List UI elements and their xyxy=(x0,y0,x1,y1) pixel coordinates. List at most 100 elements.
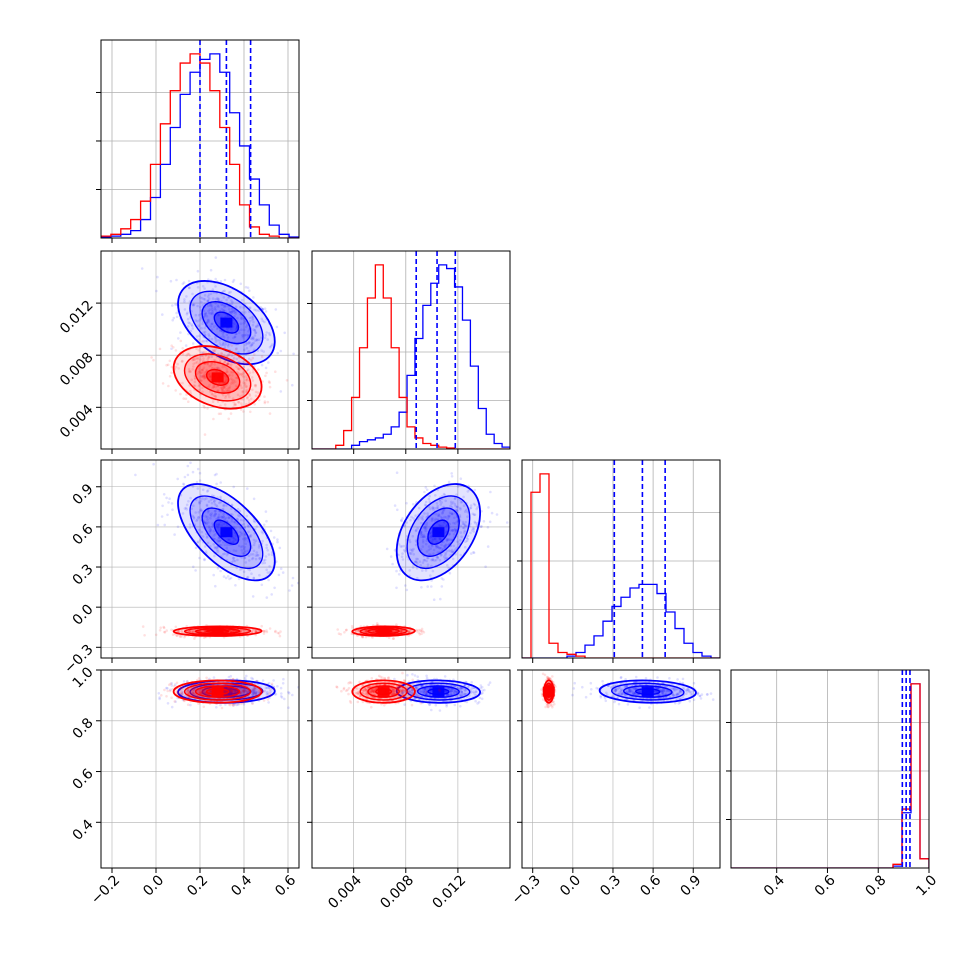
scatter-point xyxy=(213,307,216,311)
scatter-point xyxy=(251,689,254,693)
scatter-point xyxy=(432,548,436,552)
scatter-point xyxy=(204,311,208,315)
scatter-point xyxy=(220,303,223,306)
scatter-point xyxy=(197,677,201,680)
scatter-point xyxy=(209,513,212,516)
scatter-point xyxy=(226,336,230,339)
scatter-point xyxy=(395,471,399,475)
scatter-point xyxy=(361,630,364,633)
scatter-point xyxy=(440,577,444,580)
scatter-point xyxy=(209,375,213,378)
scatter-point xyxy=(453,690,456,693)
scatter-point xyxy=(184,344,188,347)
scatter-point xyxy=(207,309,210,313)
scatter-point xyxy=(255,551,259,554)
scatter-point xyxy=(215,327,219,331)
panel-content xyxy=(312,670,510,868)
scatter-point xyxy=(473,691,476,695)
scatter-point xyxy=(186,464,190,468)
scatter-point xyxy=(219,481,222,484)
scatter-point xyxy=(181,381,184,385)
scatter-point xyxy=(269,694,273,697)
scatter-point xyxy=(163,630,167,634)
scatter-point xyxy=(227,362,230,366)
scatter-point xyxy=(222,515,225,519)
scatter-point xyxy=(414,686,418,690)
scatter-point xyxy=(190,507,193,511)
scatter-point xyxy=(422,691,426,694)
scatter-point xyxy=(495,513,499,516)
scatter-point xyxy=(188,523,192,526)
scatter-point xyxy=(168,683,171,687)
scatter-point xyxy=(203,375,206,379)
scatter-point xyxy=(217,523,221,526)
scatter-point xyxy=(214,546,217,550)
scatter-point xyxy=(438,524,442,528)
scatter-point xyxy=(199,689,202,693)
scatter-point xyxy=(481,691,484,695)
panel-content xyxy=(522,460,720,658)
scatter-point xyxy=(454,496,457,500)
scatter-point xyxy=(207,509,210,513)
scatter-point xyxy=(196,357,200,361)
scatter-point xyxy=(230,363,233,366)
scatter-point xyxy=(254,692,258,695)
scatter-point xyxy=(234,376,238,380)
scatter-point xyxy=(197,702,200,705)
scatter-point xyxy=(208,383,211,387)
scatter-point xyxy=(241,390,245,394)
scatter-point xyxy=(238,515,241,518)
scatter-point xyxy=(202,636,206,640)
scatter-point xyxy=(460,694,463,697)
scatter-point xyxy=(276,631,280,635)
scatter-point xyxy=(206,693,210,697)
scatter-point xyxy=(191,342,195,345)
panel-1-0 xyxy=(96,250,300,454)
scatter-point xyxy=(236,367,240,370)
scatter-point xyxy=(260,363,264,367)
scatter-point xyxy=(234,534,238,537)
scatter-point xyxy=(422,631,426,634)
scatter-point xyxy=(237,577,241,581)
scatter-point xyxy=(257,338,261,342)
scatter-point xyxy=(265,692,269,695)
scatter-point xyxy=(425,559,428,563)
scatter-point xyxy=(227,353,230,357)
scatter-point xyxy=(197,324,201,328)
scatter-point xyxy=(262,629,266,633)
scatter-point xyxy=(214,277,217,281)
scatter-point xyxy=(177,630,180,633)
scatter-point xyxy=(206,358,209,361)
scatter-point xyxy=(277,632,281,635)
scatter-point xyxy=(442,508,446,512)
scatter-point xyxy=(451,529,454,533)
scatter-point xyxy=(421,692,425,695)
scatter-point xyxy=(237,702,241,705)
scatter-point xyxy=(430,517,434,521)
scatter-point xyxy=(342,686,346,690)
scatter-point xyxy=(199,296,202,299)
scatter-point xyxy=(242,689,245,693)
scatter-point xyxy=(200,497,204,500)
scatter-point xyxy=(276,538,279,541)
scatter-point xyxy=(253,403,256,406)
scatter-point xyxy=(219,495,222,499)
scatter-point xyxy=(248,371,252,375)
scatter-point xyxy=(424,527,427,531)
scatter-point xyxy=(179,331,182,334)
scatter-point xyxy=(272,687,276,691)
scatter-point xyxy=(202,357,205,360)
scatter-point xyxy=(431,558,435,562)
scatter-point xyxy=(251,337,254,341)
scatter-point xyxy=(193,380,197,384)
scatter-point xyxy=(435,555,439,559)
scatter-point xyxy=(232,520,236,524)
scatter-point xyxy=(455,505,459,509)
scatter-point xyxy=(194,361,197,365)
scatter-point xyxy=(462,522,466,526)
scatter-point xyxy=(231,380,234,384)
scatter-point xyxy=(414,539,418,542)
scatter-point xyxy=(216,366,220,370)
scatter-point xyxy=(458,693,462,696)
scatter-point xyxy=(372,690,375,693)
